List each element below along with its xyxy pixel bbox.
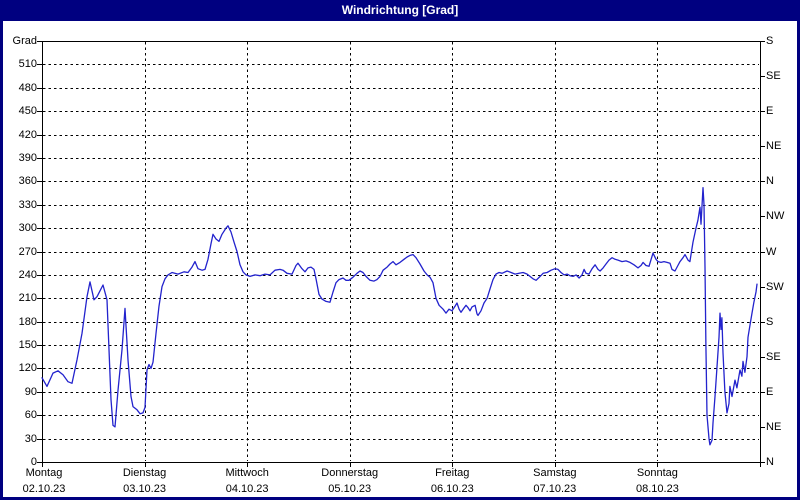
- compass-tick-label: N: [766, 175, 774, 188]
- y-axis-tick-label: 0: [30, 456, 37, 468]
- x-axis-date-label: 03.10.23: [123, 483, 166, 495]
- x-axis-day-label: Dienstag: [122, 467, 167, 479]
- y-axis-tick-label: 300: [18, 222, 37, 235]
- compass-tick-label: S: [766, 35, 774, 47]
- compass-tick-label: NE: [766, 420, 782, 433]
- compass-tick-label: NE: [766, 140, 782, 153]
- window-title: Windrichtung [Grad]: [341, 3, 459, 17]
- y-axis-tick-label: 480: [18, 81, 37, 94]
- x-axis-day-label: Mittwoch: [225, 467, 269, 479]
- x-axis-date-label: 05.10.23: [328, 483, 372, 495]
- y-axis-tick-label: 90: [24, 385, 37, 398]
- wind-direction-line: [41, 186, 758, 446]
- y-axis-tick-label: 420: [18, 128, 37, 141]
- x-axis-day-label: Donnerstag: [321, 467, 379, 479]
- y-axis-tick-label: 210: [18, 292, 37, 305]
- x-axis-day-label: Sonntag: [636, 467, 678, 479]
- y-axis-tick-label: 180: [18, 315, 37, 328]
- y-axis-tick-label: 60: [24, 409, 37, 422]
- title-bar: Windrichtung [Grad]: [0, 0, 800, 21]
- y-axis-tick-label: 240: [18, 268, 37, 281]
- x-axis-day-label: Montag: [25, 467, 63, 479]
- x-axis-date-label: 08.10.23: [636, 483, 679, 495]
- y-axis-tick-label: 510: [18, 58, 37, 71]
- y-axis-tick-label: 30: [24, 432, 37, 445]
- y-axis-tick-label: 390: [18, 151, 37, 164]
- compass-tick-label: SE: [766, 350, 781, 363]
- compass-tick-label: E: [766, 385, 774, 398]
- y-axis-tick-label: 450: [18, 105, 37, 118]
- window-border-left: [0, 21, 3, 500]
- y-axis-unit-label: Grad: [12, 35, 37, 47]
- y-axis-tick-label: 360: [18, 175, 37, 188]
- x-axis-date-label: 07.10.23: [533, 483, 577, 495]
- compass-tick-label: SW: [766, 280, 784, 293]
- y-axis-tick-label: 270: [18, 245, 37, 258]
- x-axis-day-label: Samstag: [533, 467, 577, 479]
- y-axis-tick-label: 120: [18, 362, 37, 375]
- compass-tick-label: E: [766, 105, 774, 118]
- compass-tick-label: NW: [766, 210, 785, 223]
- x-axis-date-label: 06.10.23: [430, 483, 474, 495]
- y-axis-tick-label: 330: [18, 198, 37, 211]
- x-axis-date-label: 02.10.23: [22, 483, 66, 495]
- x-axis-date-label: 04.10.23: [225, 483, 269, 495]
- window-border-bottom: [0, 497, 800, 500]
- compass-tick-label: S: [766, 315, 774, 328]
- window-border-right: [797, 21, 800, 500]
- compass-tick-label: SE: [766, 70, 781, 83]
- x-axis-day-label: Freitag: [435, 467, 470, 479]
- compass-tick-label: W: [766, 245, 777, 258]
- compass-tick-label: N: [766, 456, 774, 468]
- y-axis-tick-label: 150: [18, 339, 37, 352]
